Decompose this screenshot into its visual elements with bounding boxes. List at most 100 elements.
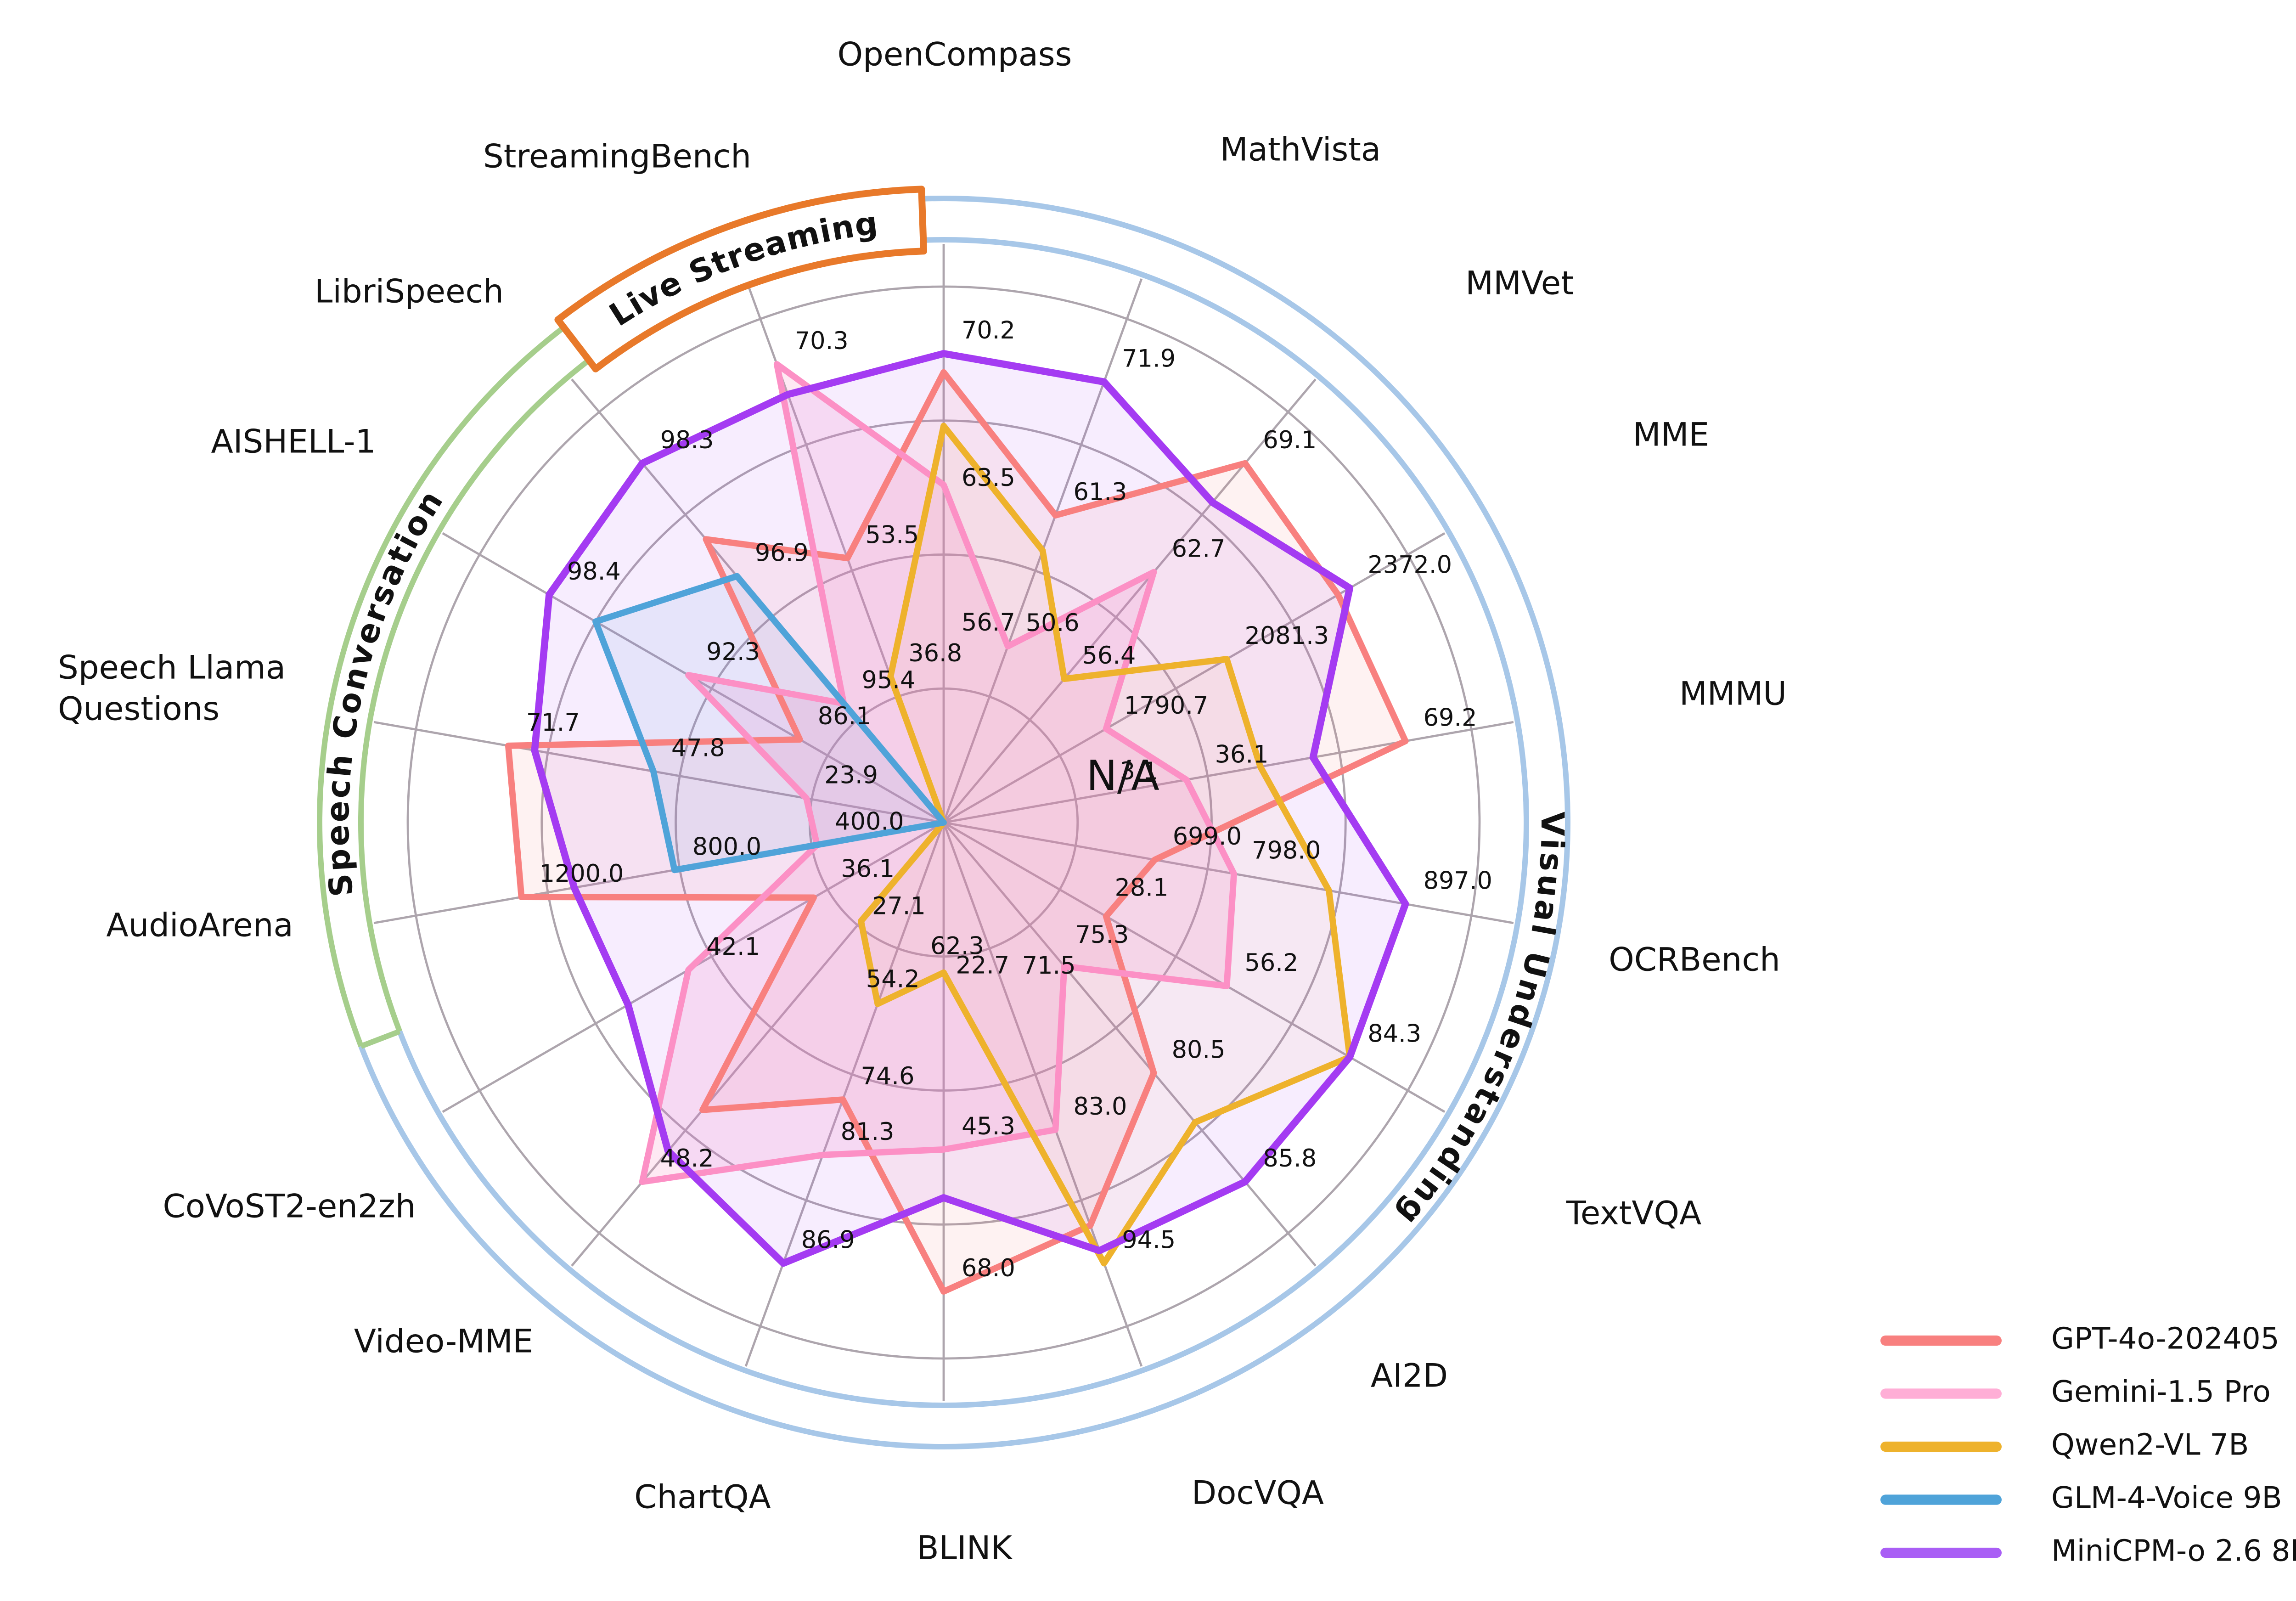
value-label: 27.1 [872, 892, 926, 920]
axis-label-speech-llama-questions: Speech Llama [58, 649, 286, 687]
axis-label-blink: BLINK [917, 1529, 1013, 1567]
grid-spoke [943, 721, 1514, 824]
value-label: 71.5 [1022, 952, 1076, 980]
value-label: 85.8 [1263, 1144, 1317, 1173]
value-label: 1790.7 [1124, 692, 1209, 720]
legend-label: MiniCPM-o 2.6 8B [2051, 1534, 2296, 1568]
series-line-qwen2-vl-7b [858, 423, 1353, 1267]
series-fill-glm-4-voice-9b [596, 576, 944, 870]
axis-label-mathvista: MathVista [1220, 131, 1381, 169]
series-fill-qwen2-vl-7b [861, 426, 1350, 1263]
value-labels: 70.2 63.5 56.7 71.9 61.3 50.6 69.1 62.7 56.4 2372… [526, 316, 1492, 1282]
series-fill-minicpm-o-2-6-8b [535, 353, 1406, 1263]
value-label: 56.4 [1082, 642, 1136, 670]
legend-label: GPT-4o-202405 [2051, 1322, 2279, 1356]
value-label: 50.6 [1026, 609, 1080, 637]
series-line-gemini-1-5-pro [639, 361, 1237, 1185]
series-fill-gpt-4o-202405 [508, 372, 1406, 1292]
value-label: 54.2 [866, 965, 920, 993]
value-label: 70.3 [795, 327, 849, 355]
value-label: 3.1 [1120, 757, 1159, 785]
category-box [554, 186, 928, 372]
legend-label: Qwen2-VL 7B [2051, 1428, 2249, 1462]
value-label: 98.3 [660, 426, 714, 454]
value-label: 400.0 [835, 808, 904, 836]
value-label: 86.9 [801, 1226, 855, 1254]
value-label: N/A [1086, 752, 1159, 800]
value-label: 94.5 [1122, 1226, 1176, 1254]
series-fill-gemini-1-5-pro [642, 364, 1234, 1182]
grid-spoke [943, 378, 1317, 823]
legend: GPT-4o-202405 Gemini-1.5 Pro Qwen2-VL 7B GL… [1880, 1322, 2296, 1568]
value-label: 22.7 [956, 952, 1009, 980]
value-label: 71.7 [526, 709, 580, 737]
value-label: 897.0 [1424, 867, 1492, 895]
value-label: 62.3 [930, 932, 984, 960]
value-label: 1200.0 [540, 860, 624, 888]
value-label: 800.0 [692, 833, 761, 861]
value-label: 2081.3 [1244, 622, 1329, 650]
value-label: 95.4 [861, 666, 915, 694]
value-label: 56.2 [1244, 949, 1298, 977]
value-label: 47.8 [671, 734, 725, 762]
value-label: 699.0 [1173, 823, 1242, 851]
legend-label: Gemini-1.5 Pro [2051, 1375, 2271, 1409]
value-label: 798.0 [1252, 836, 1321, 864]
series-line-glm-4-voice-9b [592, 573, 947, 874]
axis-label-video-mme: Video-MME [354, 1323, 533, 1360]
axis-label-aishell-1: AISHELL-1 [211, 423, 376, 461]
legend-swatch-glm-4-voice-9b [1880, 1494, 2002, 1505]
axis-label-opencompass: OpenCompass [838, 36, 1072, 73]
grid-spoke [943, 821, 1446, 1113]
axis-labels: OpenCompass MathVista MMVet MME MMMU OCRBench… [58, 36, 1787, 1567]
legend-swatch-gemini-1-5-pro [1880, 1388, 2002, 1399]
value-label: 62.7 [1172, 535, 1226, 563]
axis-label-docvqa: DocVQA [1192, 1474, 1324, 1512]
axis-label-librispeech: LibriSpeech [315, 273, 504, 310]
value-label: 98.4 [567, 558, 621, 586]
value-label: 96.9 [755, 539, 809, 567]
value-label: 70.2 [962, 316, 1015, 344]
category-arc-outer [317, 325, 566, 1048]
value-label: 36.8 [908, 639, 962, 667]
axis-label-mme: MME [1633, 416, 1709, 454]
grid-spoke [744, 822, 945, 1367]
value-label: 75.3 [1075, 921, 1129, 949]
series-line-minicpm-o-2-6-8b [531, 350, 1409, 1267]
value-label: 36.1 [841, 855, 895, 883]
value-label: 84.3 [1367, 1020, 1421, 1048]
series-lines [505, 350, 1409, 1295]
value-label: 2372.0 [1367, 551, 1452, 579]
value-label: 56.7 [962, 609, 1015, 637]
value-label: 69.1 [1263, 426, 1317, 454]
axis-label-mmmu: MMMU [1679, 675, 1787, 713]
value-label: 83.0 [1073, 1093, 1127, 1121]
axis-label-chartqa: ChartQA [634, 1478, 771, 1516]
series-fills [508, 353, 1406, 1292]
value-label: 69.2 [1424, 704, 1477, 732]
value-label: 81.3 [841, 1118, 895, 1146]
value-label: 48.2 [660, 1144, 714, 1173]
axis-label-covost2-en2zh: CoVoST2-en2zh [163, 1188, 416, 1225]
grid-spoke [942, 822, 1143, 1367]
legend-swatch-gpt-4o-202405 [1880, 1335, 2002, 1346]
value-label: 80.5 [1172, 1036, 1226, 1064]
value-label: 63.5 [962, 464, 1015, 492]
legend-swatch-qwen2-vl-7b [1880, 1441, 2002, 1452]
value-label: 28.1 [1115, 874, 1169, 902]
value-label: 71.9 [1122, 344, 1176, 372]
grid-spoke [943, 822, 1317, 1267]
axis-label-speech-llama-questions: Questions [58, 690, 219, 728]
value-label: 42.1 [706, 933, 760, 961]
axis-label-ai2d: AI2D [1371, 1357, 1448, 1395]
category-arc-outer [358, 196, 1570, 1449]
value-label: 45.3 [962, 1112, 1015, 1140]
value-label: 86.1 [818, 702, 872, 730]
series-line-gpt-4o-202405 [505, 369, 1409, 1295]
value-label: 61.3 [1073, 478, 1127, 506]
value-label: 74.6 [861, 1062, 914, 1090]
value-label: 53.5 [865, 521, 919, 549]
legend-swatch-minicpm-o-2-6-8b [1880, 1547, 2002, 1558]
